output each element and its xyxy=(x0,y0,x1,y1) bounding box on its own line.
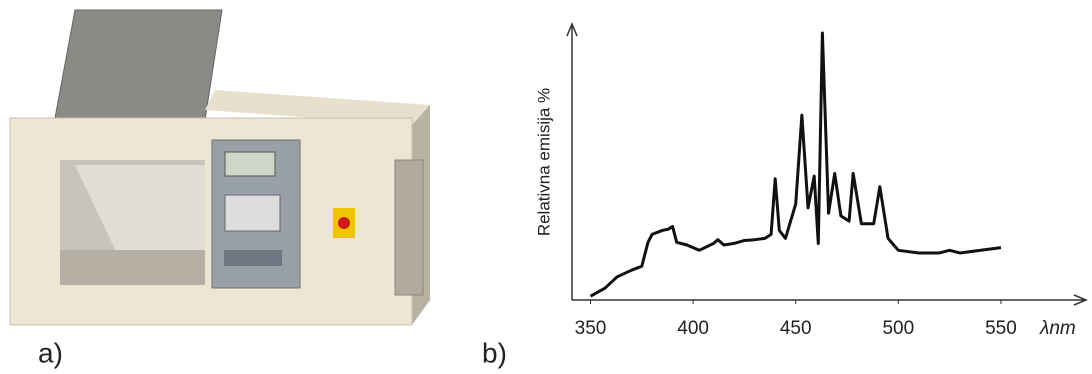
device-photo xyxy=(9,9,430,326)
x-tick-label: 550 xyxy=(985,318,1017,339)
x-axis-label: λnm xyxy=(1039,318,1076,339)
x-tick-label: 350 xyxy=(575,318,607,339)
x-tick-label: 450 xyxy=(780,318,812,339)
panel-label: a) xyxy=(38,337,63,368)
spectrum-line xyxy=(589,31,1002,298)
y-axis-label: Relativna emisija % xyxy=(534,88,553,236)
axes xyxy=(566,22,1088,306)
x-tick-label: 500 xyxy=(882,318,914,339)
x-tick-label: 400 xyxy=(677,318,709,339)
panel-label: b) xyxy=(482,337,507,368)
